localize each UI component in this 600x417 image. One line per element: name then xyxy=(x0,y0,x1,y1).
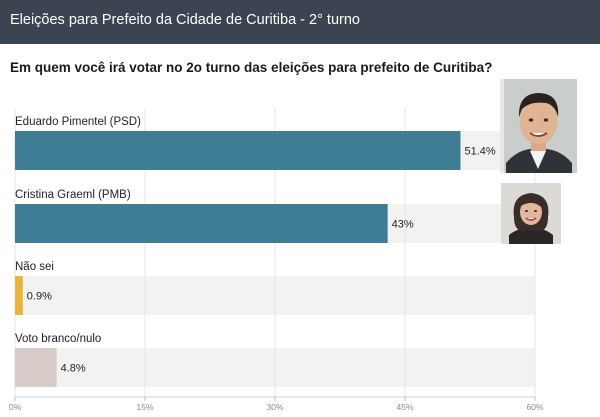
data-bar xyxy=(15,131,461,170)
category-label: Voto branco/nulo xyxy=(15,333,101,345)
x-tick-label: 0% xyxy=(9,402,22,412)
page-title: Eleições para Prefeito da Cidade de Curi… xyxy=(10,12,360,28)
category-label: Eduardo Pimentel (PSD) xyxy=(15,116,141,128)
chart-question: Em quem você irá votar no 2o turno das e… xyxy=(10,60,493,75)
x-tick-label: 15% xyxy=(136,402,153,412)
x-tick-label: 60% xyxy=(526,402,543,412)
x-tick-label: 45% xyxy=(396,402,413,412)
value-label: 0.9% xyxy=(27,291,52,303)
header-bar: Eleições para Prefeito da Cidade de Curi… xyxy=(0,0,600,44)
candidate-photo-eduardo-pimentel xyxy=(500,79,577,173)
value-label: 43% xyxy=(392,219,414,231)
category-label: Não sei xyxy=(15,261,54,273)
data-bar xyxy=(15,348,57,387)
category-label: Cristina Graeml (PMB) xyxy=(15,189,131,201)
value-label: 4.8% xyxy=(61,363,86,375)
value-label: 51.4% xyxy=(464,146,495,158)
data-bar xyxy=(15,204,388,243)
x-tick-label: 30% xyxy=(266,402,283,412)
data-bar xyxy=(15,276,23,315)
candidate-photo-cristina-graeml xyxy=(501,183,561,244)
